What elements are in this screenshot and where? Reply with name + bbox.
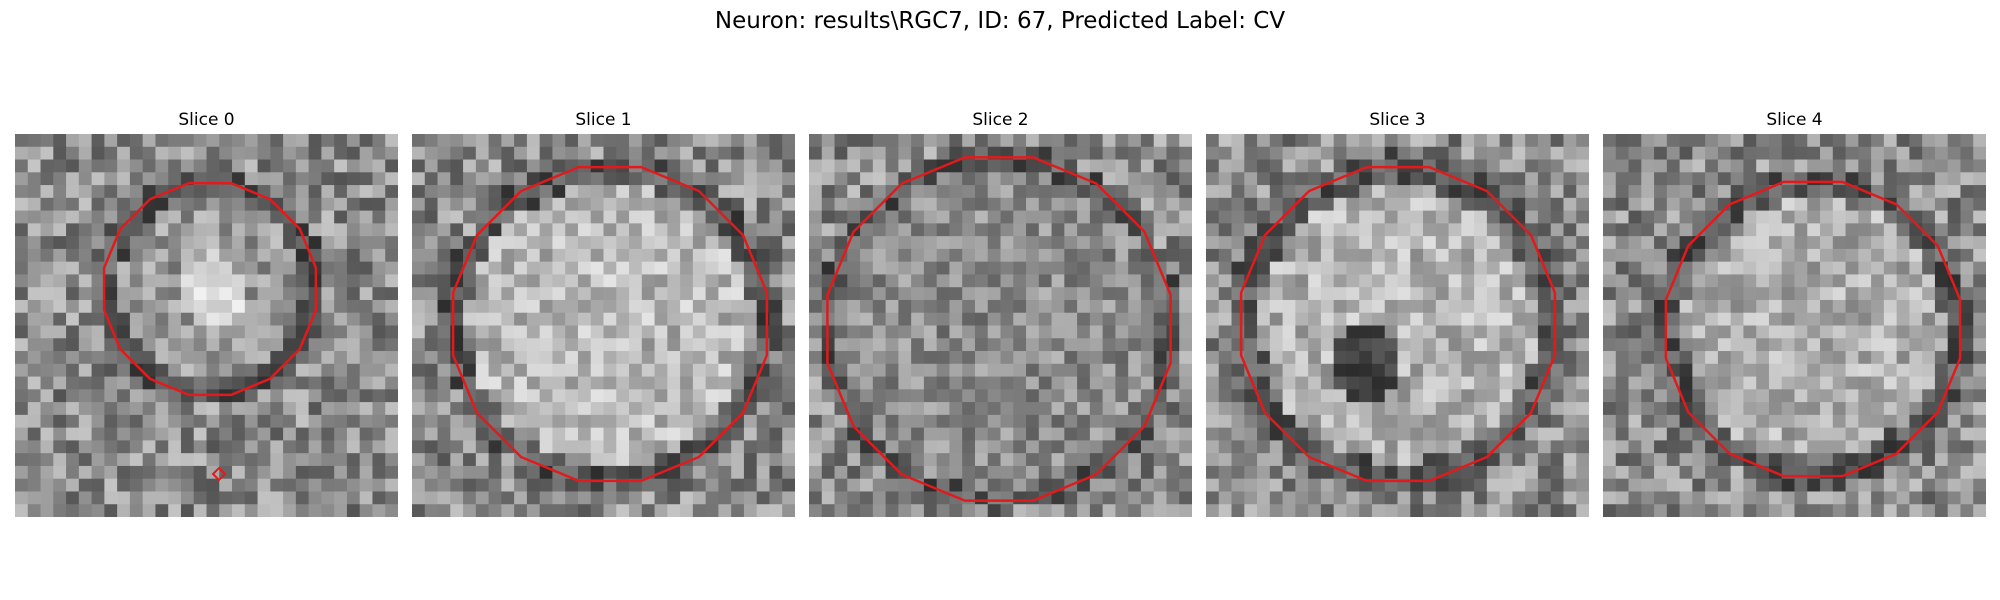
slice-image-3 — [1206, 134, 1589, 517]
segmentation-contour — [451, 165, 769, 483]
slice-image-2 — [809, 134, 1192, 517]
slice-title-4: Slice 4 — [1766, 110, 1823, 130]
segmentation-contour — [1664, 180, 1962, 478]
pixel-grid — [1206, 134, 1589, 517]
slice-panel-3: Slice 3 — [1206, 108, 1589, 517]
pixel-grid — [15, 134, 398, 517]
pixel-grid — [809, 134, 1192, 517]
slice-panel-1: Slice 1 — [412, 108, 795, 517]
slice-image-4 — [1603, 134, 1986, 517]
slice-title-1: Slice 1 — [575, 110, 632, 130]
pixel-grid — [412, 134, 795, 517]
slice-title-2: Slice 2 — [972, 110, 1029, 130]
slice-image-1 — [412, 134, 795, 517]
slice-title-0: Slice 0 — [178, 110, 235, 130]
slice-panel-4: Slice 4 — [1603, 108, 1986, 517]
small-contour — [211, 466, 227, 482]
segmentation-contour — [826, 156, 1172, 502]
slice-panel-0: Slice 0 — [15, 108, 398, 517]
segmentation-contour — [102, 181, 318, 397]
figure-title: Neuron: results\RGC7, ID: 67, Predicted … — [714, 8, 1286, 34]
slice-panel-2: Slice 2 — [809, 108, 1192, 517]
slice-title-3: Slice 3 — [1369, 110, 1426, 130]
slice-image-0 — [15, 134, 398, 517]
segmentation-contour — [1239, 165, 1557, 483]
pixel-grid — [1603, 134, 1986, 517]
